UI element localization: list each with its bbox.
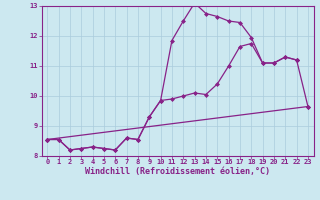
X-axis label: Windchill (Refroidissement éolien,°C): Windchill (Refroidissement éolien,°C)	[85, 167, 270, 176]
